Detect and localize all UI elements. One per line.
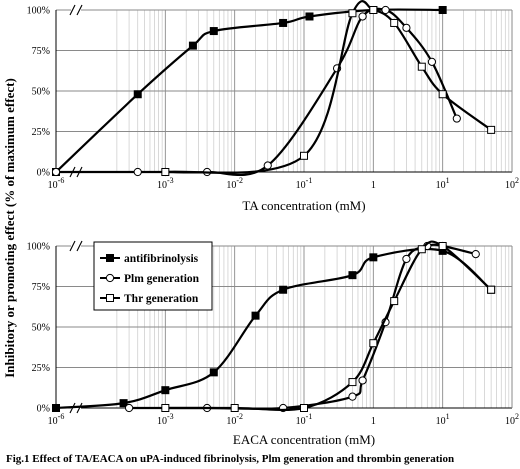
x-tick-label: 102 [505,412,519,427]
data-point-thr-generation [348,9,357,18]
y-tick-label: 50% [32,323,50,334]
axis-break-mark [69,240,76,252]
legend-marker-open-square [106,294,114,302]
legend-item-antifibrinolysis: antifibrinolysis [100,253,199,265]
y-tick-label: 0% [37,404,50,415]
data-point-antifibrinolysis [188,41,197,50]
axis-break-mark [76,4,83,16]
data-point-plm-generation [124,403,134,413]
data-point-thr-generation [348,378,357,387]
legend-label-plm: Plm generation [124,273,200,285]
axis-break-mark [69,4,76,16]
data-point-plm-generation [427,57,437,66]
x-tick-label: 101 [436,176,450,191]
data-point-plm-generation [402,23,411,32]
data-point-plm-generation [471,250,480,259]
data-point-antifibrinolysis [52,404,60,412]
x-tick-label: 10-6 [48,176,65,191]
legend-item-plm: Plm generation [100,273,200,285]
legend: antifibrinolysis Plm generation Thr gene… [93,241,213,311]
data-point-thr-generation [390,297,399,306]
x-tick-label: 10-6 [48,412,65,427]
legend-marker-filled-square [106,254,114,262]
data-point-antifibrinolysis [348,271,357,280]
axis-break-mark [76,402,83,414]
data-point-plm-generation [452,114,461,123]
x-tick-label: 1 [371,180,376,191]
series-line-antifibrinolysis [55,247,492,410]
data-point-thr-generation [417,245,426,254]
data-point-antifibrinolysis [305,12,314,21]
data-point-plm-generation [358,376,367,385]
x-tick-label: 1 [371,416,376,427]
x-axis-label: TA concentration (mM) [242,198,365,213]
data-point-thr-generation [487,285,496,294]
y-tick-label: 0% [37,168,50,179]
data-point-antifibrinolysis [161,386,170,395]
x-tick-label: 10-1 [296,176,313,191]
data-point-plm-generation [348,392,357,401]
data-point-thr-generation [487,125,496,134]
data-point-antifibrinolysis [279,285,288,294]
data-point-thr-generation [161,404,170,412]
chart-eaca: 0% 25% 50% 75% 100% 10-6 10-3 10-2 10-1 1 101 102 EA… [27,240,519,447]
legend-marker-open-circle [105,273,115,283]
x-tick-label: 10-3 [157,412,174,427]
data-point-thr-generation [369,339,378,348]
x-tick-label: 101 [436,412,450,427]
data-point-plm-generation [263,161,272,170]
legend-item-thr: Thr generation [100,293,199,305]
chart-ta: 0% 25% 50% 75% 100% 10-6 10-3 10-2 10-1 1 101 102 TA… [27,0,519,213]
data-point-thr-generation [438,90,447,99]
x-axis-label: EACA concentration (mM) [233,432,375,447]
axis-break-gap [71,6,81,14]
x-tick-label: 10-2 [226,412,243,427]
y-tick-label: 50% [32,87,50,98]
data-point-antifibrinolysis [209,368,218,377]
y-tick-label: 100% [27,6,50,17]
data-point-plm-generation [51,167,61,177]
data-point-plm-generation [358,12,367,21]
data-point-thr-generation [300,404,308,412]
legend-label-thr: Thr generation [124,293,199,305]
data-point-thr-generation [390,18,399,27]
data-point-thr-generation [369,6,378,14]
y-tick-label: 100% [27,242,50,253]
x-tick-label: 10-3 [157,176,174,191]
y-tick-label: 25% [32,127,50,138]
data-point-plm-generation [133,167,142,177]
data-point-antifibrinolysis [438,6,447,14]
figure-caption: Fig.1 Effect of TA/EACA on uPA-induced f… [6,453,454,465]
x-tick-label: 10-2 [226,176,243,191]
data-point-thr-generation [300,151,308,160]
x-tick-label: 10-1 [296,412,313,427]
data-point-thr-generation [161,168,170,176]
data-point-thr-generation [417,62,426,71]
y-tick-label: 75% [32,282,50,293]
y-tick-label: 75% [32,46,50,57]
axis-break-gap [71,242,81,250]
data-point-antifibrinolysis [279,18,288,27]
data-point-antifibrinolysis [133,90,142,99]
data-point-thr-generation [438,242,447,250]
data-point-antifibrinolysis [209,27,218,36]
data-point-thr-generation [230,404,239,412]
y-axis-label: Inhibitory or promoting effect (% of max… [2,78,17,378]
y-tick-label: 25% [32,363,50,374]
data-point-plm-generation [402,254,411,264]
data-point-antifibrinolysis [369,253,378,262]
x-tick-label: 102 [505,176,519,191]
axis-break-mark [76,240,83,252]
data-point-antifibrinolysis [251,311,260,320]
legend-label-antifibrinolysis: antifibrinolysis [124,253,199,265]
data-point-antifibrinolysis [119,399,128,408]
series-line-plm-generation [55,7,458,177]
